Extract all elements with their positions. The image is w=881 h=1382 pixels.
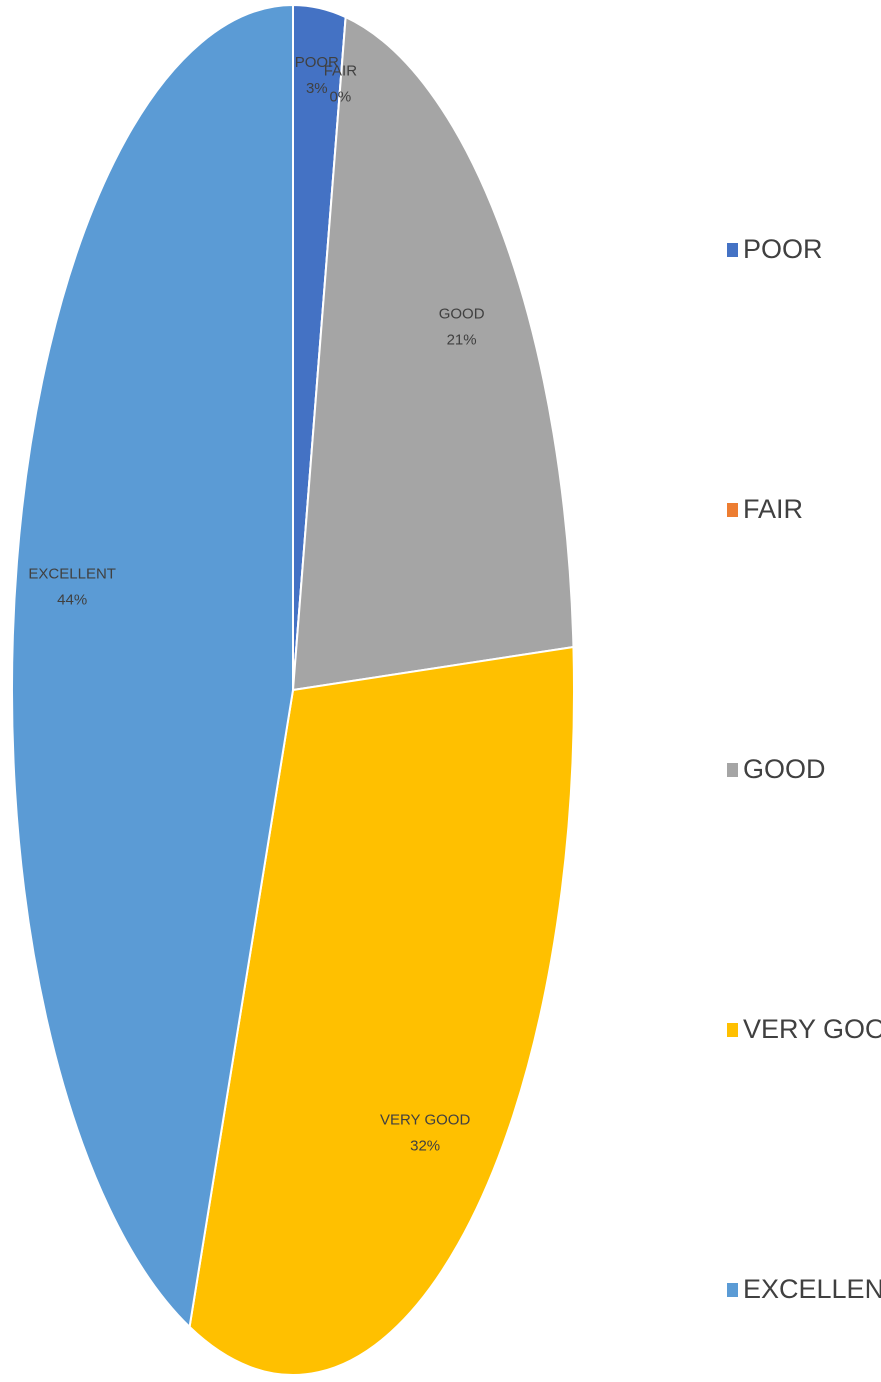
data-label-category: VERY GOOD (380, 1111, 470, 1128)
legend-swatch (727, 1023, 738, 1037)
legend-swatch (727, 243, 738, 257)
data-label-value: 0% (330, 88, 352, 105)
data-label-category: FAIR (324, 62, 358, 79)
data-label-category: POOR (295, 54, 339, 71)
legend-swatch (727, 503, 738, 517)
legend-swatch (727, 763, 738, 777)
data-label-value: 44% (57, 591, 87, 608)
legend-swatch (727, 1283, 738, 1297)
pie-slice (11, 3, 294, 1329)
legend-label: GOOD (743, 754, 826, 784)
data-label-value: 32% (410, 1137, 440, 1154)
legend-label: VERY GOOD (743, 1014, 881, 1044)
legend-label: EXCELLENT (743, 1274, 881, 1304)
legend-label: POOR (743, 234, 823, 264)
data-label-category: GOOD (439, 306, 485, 323)
legend-label: FAIR (743, 494, 803, 524)
pie-slice (188, 645, 575, 1377)
data-label-category: EXCELLENT (28, 565, 116, 582)
data-label-value: 3% (306, 80, 328, 97)
data-label-value: 21% (447, 332, 477, 349)
pie-slice (291, 15, 575, 692)
